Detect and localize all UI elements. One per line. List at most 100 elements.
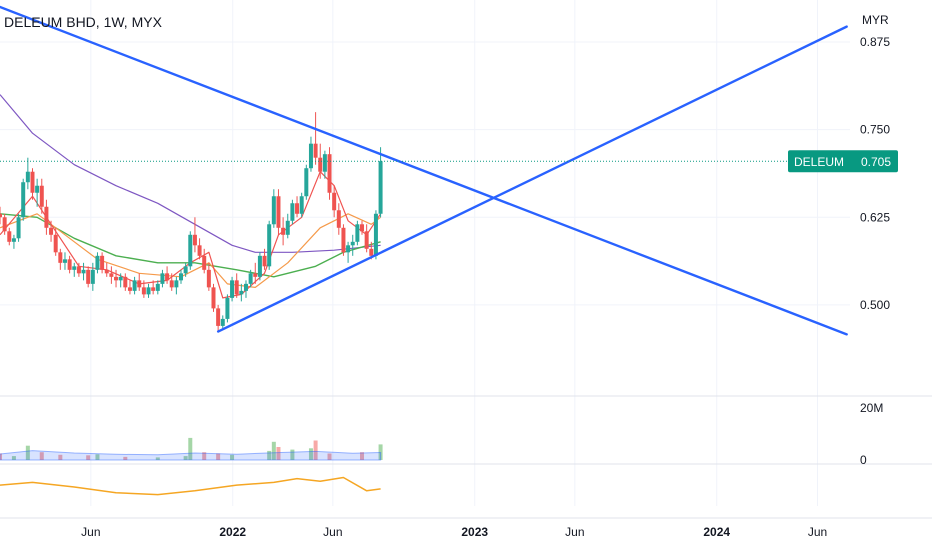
volume-tick-label: 0 <box>860 453 867 467</box>
volume-bar <box>216 453 221 460</box>
price-axis: MYR 0.875 0.750 0.625 0.500 20M 0 <box>860 13 890 467</box>
candle-body <box>211 287 216 309</box>
candle <box>118 273 123 288</box>
ma-slow-line <box>0 213 381 278</box>
candle-body <box>183 266 188 274</box>
volume-bar <box>313 440 318 460</box>
candle <box>239 283 244 302</box>
candle-body <box>86 269 91 284</box>
candle <box>86 266 91 288</box>
candle-body <box>100 255 105 270</box>
candle <box>155 280 160 295</box>
candle-body <box>30 171 35 193</box>
time-tick-label: 2023 <box>461 525 488 539</box>
ma-mid-line <box>0 213 381 288</box>
volume-bar <box>11 456 16 460</box>
candle <box>72 262 77 277</box>
oscillator-line <box>0 476 381 496</box>
candle <box>336 203 341 235</box>
candle-body <box>378 161 383 214</box>
candle <box>248 269 253 288</box>
candle <box>341 224 346 256</box>
candle-body <box>267 224 272 267</box>
candle <box>11 234 16 249</box>
candle <box>169 273 174 291</box>
candle <box>53 227 58 256</box>
time-tick-label: 2022 <box>219 525 246 539</box>
candle <box>271 189 276 228</box>
candle-body <box>308 143 313 169</box>
candle-body <box>151 287 156 291</box>
candle-body <box>230 280 235 298</box>
candle-body <box>137 280 142 288</box>
candle <box>206 262 211 291</box>
badge-symbol: DELEUM <box>794 155 844 169</box>
candle <box>350 234 355 256</box>
candle-body <box>225 297 230 319</box>
candle-body <box>192 234 197 246</box>
candle-body <box>76 266 81 274</box>
candle <box>137 273 142 291</box>
candle-body <box>248 273 253 284</box>
candle <box>2 213 7 235</box>
candle-body <box>7 231 12 242</box>
candle-body <box>2 217 7 232</box>
candle-body <box>299 196 304 214</box>
price-tick-label: 0.750 <box>860 123 890 137</box>
candle <box>179 269 184 284</box>
candle-body <box>243 283 248 291</box>
resistance-trendline <box>0 5 848 336</box>
last-price-badge: DELEUM 0.705 <box>788 150 898 173</box>
candle <box>234 273 239 298</box>
candle <box>174 276 179 295</box>
candle <box>81 262 86 281</box>
candle-body <box>72 266 77 270</box>
candle-body <box>174 280 179 288</box>
volume-bar <box>230 454 235 460</box>
candle-body <box>118 276 123 281</box>
volume-bar <box>58 454 63 460</box>
candle-body <box>188 234 193 267</box>
candle <box>44 199 49 235</box>
volume-bar <box>155 457 160 460</box>
candle-body <box>313 143 318 158</box>
candle-body <box>165 273 170 281</box>
candle <box>90 262 95 291</box>
candle <box>132 276 137 295</box>
candle-body <box>220 318 225 326</box>
candle <box>127 280 132 295</box>
candle <box>299 192 304 218</box>
price-tick-label: 0.625 <box>860 210 890 224</box>
candle-body <box>11 238 16 242</box>
volume-bar <box>86 455 91 460</box>
candle <box>373 210 378 260</box>
candle <box>16 213 21 242</box>
candle <box>188 231 193 270</box>
time-tick-label: Jun <box>808 525 827 539</box>
candle <box>123 273 128 291</box>
candle-body <box>169 280 174 288</box>
volume-bar <box>25 445 30 460</box>
candle <box>211 283 216 312</box>
candle-body <box>285 220 290 235</box>
candle-body <box>0 213 2 218</box>
candle <box>104 262 109 277</box>
volume-bar <box>202 452 207 460</box>
candle <box>290 199 295 225</box>
candle-body <box>369 248 374 256</box>
candle-body <box>90 269 95 284</box>
chart-title[interactable]: DELEUM BHD, 1W, MYX <box>4 14 162 30</box>
candle-body <box>360 224 365 232</box>
candle-body <box>373 213 378 256</box>
candle <box>225 294 230 323</box>
candle <box>0 206 2 225</box>
candles <box>0 112 383 332</box>
candle <box>35 178 40 207</box>
candle-body <box>206 269 211 288</box>
candle <box>192 217 197 253</box>
volume-tick-label: 20M <box>860 401 883 415</box>
candle-body <box>304 168 309 197</box>
candle-body <box>25 171 30 183</box>
candle <box>25 157 30 190</box>
